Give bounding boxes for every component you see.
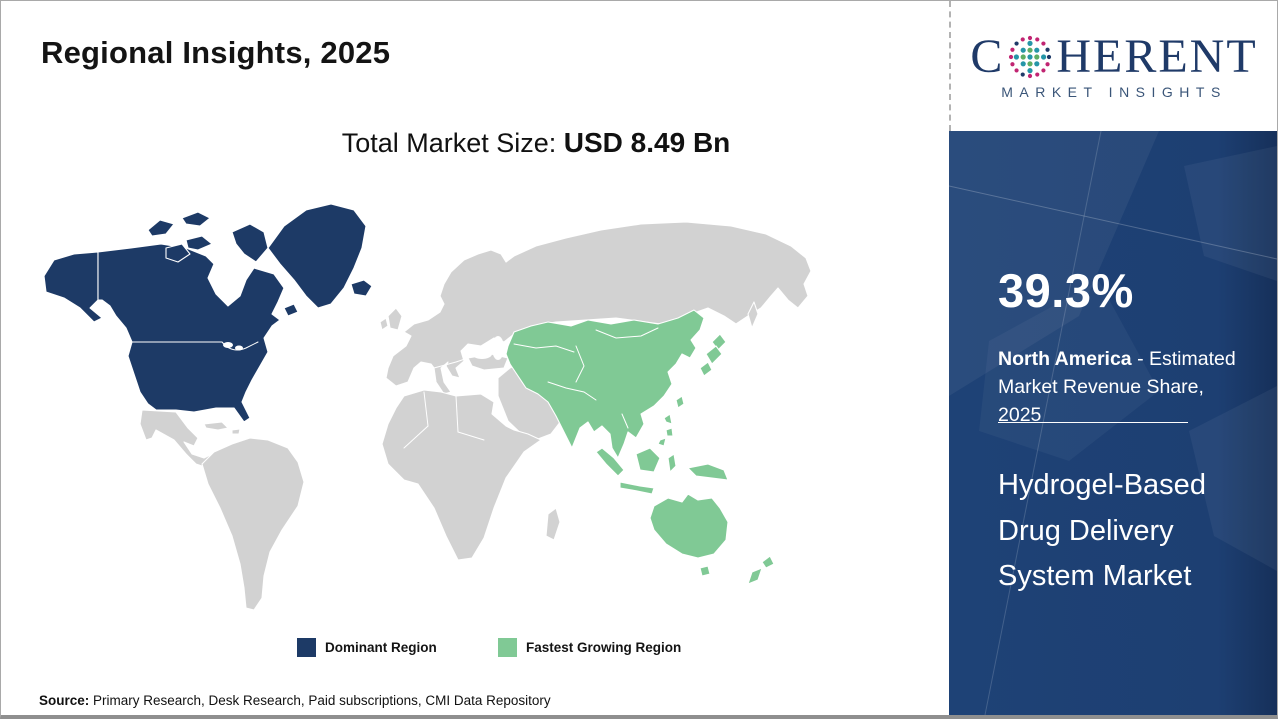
divider-line <box>998 422 1188 423</box>
globe-dots-icon <box>1009 35 1052 78</box>
region-java <box>619 481 655 495</box>
region-japan-2 <box>705 345 723 365</box>
region-africa <box>381 389 542 561</box>
region-sumatra <box>595 447 625 477</box>
share-desc-text: - Estimated Market Revenue Share, 2025 <box>998 347 1236 427</box>
region-sulawesi <box>667 453 677 473</box>
region-arctic-island-2 <box>181 211 211 227</box>
region-arctic-island-1 <box>147 219 175 237</box>
legend-item-dominant: Dominant Region <box>297 638 437 657</box>
region-greenland <box>267 203 367 309</box>
map-internal-borders <box>131 327 659 449</box>
logo-letters-herent: HERENT <box>1056 29 1258 83</box>
region-hispaniola <box>231 428 241 435</box>
region-alaska <box>43 251 103 323</box>
share-region: North America <box>998 347 1132 370</box>
legend-label-dominant: Dominant Region <box>325 640 437 655</box>
logo-wordmark: C HERENT <box>970 29 1258 83</box>
total-market-size-value: USD 8.49 Bn <box>563 127 731 158</box>
map-inland-seas <box>472 336 504 360</box>
legend-label-fastest-growing: Fastest Growing Region <box>526 640 682 655</box>
region-japan-3 <box>699 361 713 377</box>
logo-subtitle: MARKET INSIGHTS <box>1001 83 1227 100</box>
share-description: North America - Estimated Market Revenue… <box>998 345 1250 430</box>
region-australia <box>649 493 729 559</box>
region-cuba <box>203 421 229 431</box>
map-great-lakes <box>223 342 243 351</box>
map-fastest-growing-region <box>505 309 775 585</box>
region-ireland <box>379 317 389 331</box>
legend-item-fastest-growing: Fastest Growing Region <box>498 638 681 657</box>
page-title: Regional Insights, 2025 <box>41 35 391 70</box>
region-iceland <box>350 279 373 297</box>
region-borneo <box>635 447 661 473</box>
right-column: C HERENT MARKET INSIGHTS 39.3% North Ame… <box>949 1 1277 715</box>
total-market-size-label: Total Market Size: <box>341 128 564 158</box>
region-baffin-island <box>231 223 269 263</box>
region-philippines <box>657 413 674 447</box>
legend-swatch-fastest-growing <box>498 638 517 657</box>
region-canada-usa <box>97 243 285 423</box>
source-note: Source: Primary Research, Desk Research,… <box>39 693 551 708</box>
region-mexico-central-america <box>139 409 217 469</box>
region-new-guinea <box>687 463 729 481</box>
region-madagascar <box>545 507 561 541</box>
region-uk <box>387 307 403 331</box>
sidebar: 39.3% North America - Estimated Market R… <box>949 131 1277 715</box>
logo-letter-c: C <box>970 29 1005 83</box>
total-market-size: Total Market Size: USD 8.49 Bn <box>131 127 941 159</box>
coherent-logo: C HERENT MARKET INSIGHTS <box>949 1 1277 131</box>
market-name: Hydrogel-Based Drug Delivery System Mark… <box>998 469 1206 593</box>
region-south-america <box>201 437 305 611</box>
source-label: Source: <box>39 693 90 708</box>
main-content: Regional Insights, 2025 Total Market Siz… <box>1 1 949 715</box>
region-arctic-island-3 <box>185 235 213 251</box>
region-newfoundland <box>283 303 299 317</box>
region-victoria-island <box>165 243 191 263</box>
region-taiwan <box>675 395 685 409</box>
source-text: Primary Research, Desk Research, Paid su… <box>89 693 551 708</box>
region-new-zealand <box>747 555 775 585</box>
legend-swatch-dominant <box>297 638 316 657</box>
region-asia-mainland <box>505 309 705 459</box>
share-value: 39.3% <box>998 264 1134 317</box>
map-dominant-region <box>43 203 373 423</box>
region-sakhalin <box>747 301 759 329</box>
world-map <box>36 196 816 626</box>
region-tasmania <box>699 565 711 577</box>
